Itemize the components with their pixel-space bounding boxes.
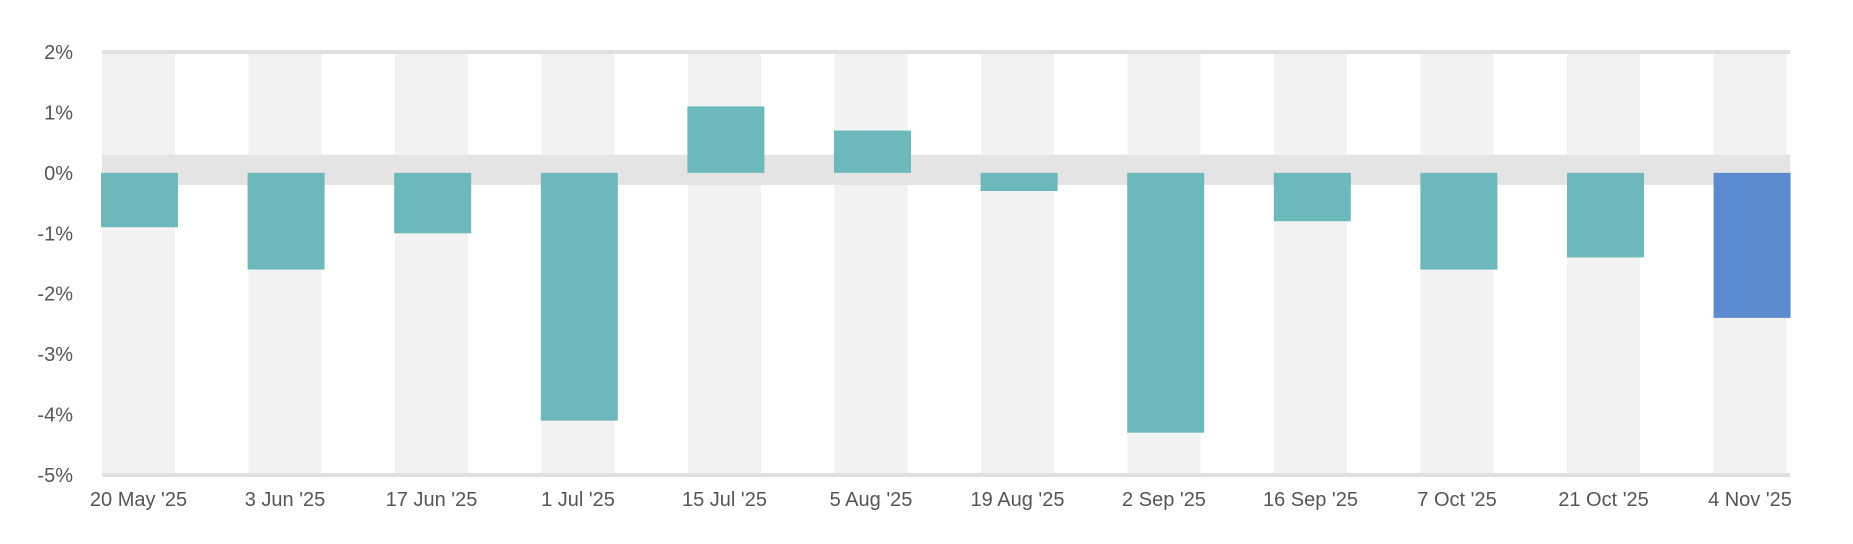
y-tick-label: -2% [37,284,73,306]
bar [1420,172,1498,270]
bar [1713,172,1791,318]
bar [394,172,472,234]
bar [687,106,765,173]
x-tick-label: 7 Oct '25 [1417,489,1496,511]
x-tick-label: 17 Jun '25 [386,489,478,511]
y-tick-label: 2% [44,42,73,64]
x-tick-label: 16 Sep '25 [1263,489,1358,511]
y-tick-label: -1% [37,223,73,245]
x-tick-label: 15 Jul '25 [682,489,767,511]
category-stripe [1274,52,1347,475]
x-tick-label: 5 Aug '25 [830,489,913,511]
bar [1567,172,1644,258]
top-axis-line [102,50,1790,54]
x-tick-label: 1 Jul '25 [541,489,615,511]
axis-lines [102,50,1790,477]
category-stripes [102,52,1787,475]
bar [101,172,178,228]
bar [1273,172,1351,222]
category-stripe [981,52,1054,475]
x-tick-label: 4 Nov '25 [1708,489,1792,511]
y-tick-label: -5% [37,465,73,487]
bottom-axis-line [102,473,1790,477]
bar [980,172,1058,191]
bar [834,130,911,173]
category-stripe [395,52,468,475]
zero-band-rect [102,154,1790,185]
category-stripe [102,52,175,475]
bar [540,172,618,421]
x-tick-label: 21 Oct '25 [1558,489,1649,511]
x-tick-label: 2 Sep '25 [1122,489,1206,511]
category-stripe [1567,52,1640,475]
bars [101,106,1791,433]
x-tick-label: 3 Jun '25 [245,489,326,511]
y-tick-label: 1% [44,102,73,124]
bar [1127,172,1205,433]
zero-band [102,154,1790,185]
x-tick-label: 19 Aug '25 [971,489,1065,511]
y-axis-ticks: 2% 1% 0% -1% -2% -3% -4% -5% [37,42,73,487]
y-tick-label: -4% [37,405,73,427]
x-axis-ticks: 20 May '25 3 Jun '25 17 Jun '25 1 Jul '25 15… [90,489,1792,511]
category-stripe [834,52,908,475]
y-tick-label: -3% [37,344,73,366]
bar [247,172,325,270]
y-tick-label: 0% [44,163,73,185]
x-tick-label: 20 May '25 [90,489,187,511]
